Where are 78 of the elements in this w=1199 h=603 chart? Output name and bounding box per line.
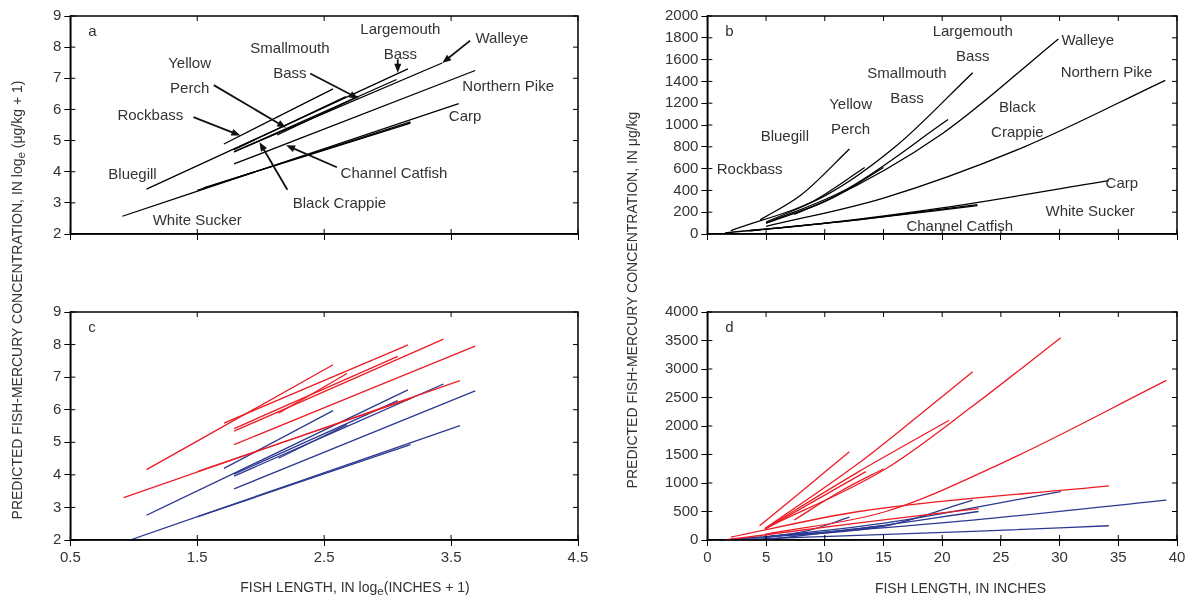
y-tick-label: 1000	[664, 115, 699, 133]
y-tick-label: 1200	[664, 93, 699, 111]
x-tick-label: 15	[875, 548, 892, 566]
x-tick-label: 25	[992, 548, 1010, 566]
x-tick-label: 0.5	[59, 548, 81, 566]
annotation: d	[725, 318, 734, 336]
x-tick-label: 4.5	[567, 548, 589, 566]
y-tick-label: 8	[53, 334, 62, 352]
y-tick-label: 2000	[664, 6, 699, 24]
y-tick-label: 1800	[664, 27, 699, 45]
y-tick-label: 9	[53, 302, 62, 320]
x-tick-label: 3.5	[440, 548, 462, 566]
y-tick-label: 4	[53, 465, 62, 482]
y-tick-label: 2000	[664, 416, 699, 434]
annotation: Black Crappie	[292, 193, 387, 211]
annotation: Northern Pike	[1060, 62, 1153, 80]
y-tick-label: 5	[53, 432, 62, 450]
annotation: Smallmouth Bass	[250, 38, 330, 81]
y-tick-label: 800	[673, 136, 699, 154]
annotation: Rockbass	[716, 159, 783, 177]
x-axis-title: FISH LENGTH, IN log$_{e}$(INCHES + 1)	[240, 578, 470, 598]
annotation: Walleye	[1061, 30, 1115, 48]
y-tick-label: 1400	[664, 71, 699, 89]
x-tick-label: 5	[761, 548, 771, 566]
y-tick-label: 7	[53, 367, 62, 385]
y-tick-label: 9	[53, 6, 62, 24]
annotation: Channel Catfish	[906, 216, 1014, 234]
y-tick-label: 2	[53, 530, 62, 548]
annotation: Northern Pike	[462, 77, 555, 95]
y-tick-label: 0	[690, 530, 699, 548]
annotation: Largemouth Bass	[360, 19, 441, 62]
y-tick-label: 3	[53, 497, 62, 515]
annotation: Bluegill	[108, 165, 157, 183]
annotation: Bluegill	[760, 127, 810, 145]
y-tick-label: 4	[53, 161, 62, 179]
y-tick-label: 500	[673, 501, 699, 519]
y-tick-label: 1500	[664, 444, 699, 462]
annotation: Carp	[448, 107, 482, 125]
y-tick-label: 5	[53, 130, 62, 148]
annotation: Largemouth Bass	[932, 21, 1013, 64]
y-tick-label: 1600	[664, 49, 699, 67]
x-tick-label: 1.5	[186, 548, 208, 566]
annotation: b	[725, 22, 734, 40]
x-tick-label: 2.5	[313, 548, 335, 566]
y-tick-label: 2	[53, 224, 62, 242]
annotation: Black Crappie	[991, 97, 1044, 140]
annotation: White Sucker	[152, 210, 242, 228]
annotation: c	[88, 318, 97, 336]
y-tick-label: 3500	[664, 330, 699, 348]
y-tick-label: 1000	[664, 473, 699, 491]
y-tick-label: 7	[53, 68, 62, 86]
annotation: Walleye	[475, 28, 529, 46]
y-tick-label: 6	[53, 399, 62, 417]
y-axis-title: PREDICTED FISH-MERCURY CONCENTRATION, IN μg/kg	[624, 111, 640, 489]
y-tick-label: 0	[690, 224, 699, 242]
y-tick-label: 3	[53, 193, 62, 210]
annotation: a	[88, 22, 98, 40]
y-tick-label: 6	[53, 99, 62, 117]
x-tick-label: 20	[933, 548, 951, 566]
y-tick-label: 8	[53, 37, 62, 55]
x-tick-label: 35	[1109, 548, 1127, 566]
annotation: Yellow Perch	[168, 54, 212, 97]
annotation: Carp	[1105, 174, 1139, 192]
y-tick-label: 600	[673, 158, 699, 176]
x-tick-label: 40	[1168, 548, 1186, 566]
x-tick-label: 30	[1051, 548, 1068, 566]
annotation: Channel Catfish	[340, 164, 448, 182]
y-tick-label: 400	[673, 180, 699, 198]
annotation: White Sucker	[1045, 202, 1135, 220]
x-tick-label: 10	[816, 548, 834, 566]
y-tick-label: 200	[673, 202, 699, 220]
y-tick-label: 2500	[664, 387, 699, 405]
y-tick-label: 4000	[664, 302, 699, 320]
y-tick-label: 3000	[664, 359, 699, 377]
annotation: Rockbass	[117, 106, 184, 124]
x-tick-label: 0	[703, 548, 712, 566]
annotation: Yellow Perch	[829, 94, 873, 137]
x-axis-title: FISH LENGTH, IN INCHES	[874, 580, 1047, 596]
